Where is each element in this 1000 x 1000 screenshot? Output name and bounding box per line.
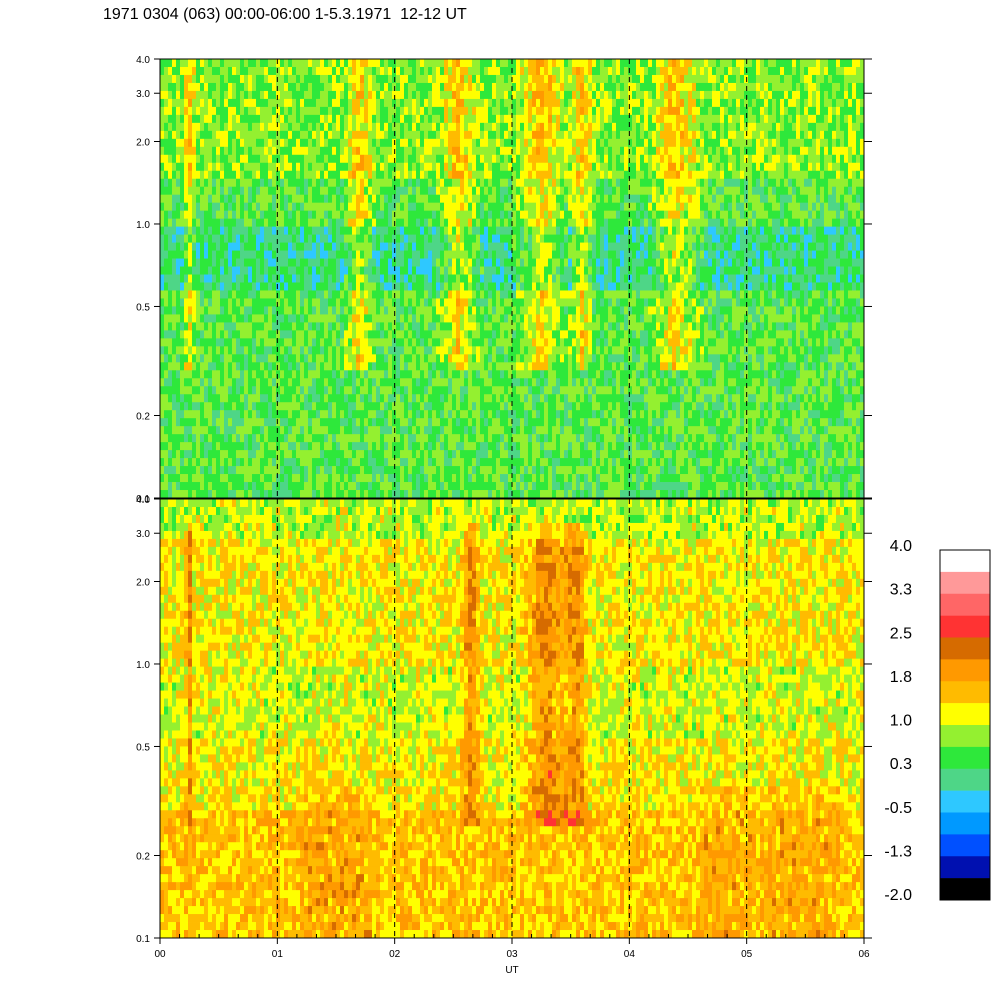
- colorbar-swatch: [940, 593, 990, 616]
- colorbar-frame: [939, 549, 991, 901]
- x-tick-label: 05: [741, 949, 753, 960]
- colorbar-swatch: [940, 681, 990, 704]
- colorbar-swatch: [940, 725, 990, 748]
- colorbar-label: 1.0: [890, 713, 912, 730]
- colorbar-label: 4.0: [890, 538, 912, 555]
- colorbar-label: 2.5: [890, 625, 912, 642]
- y-tick-label: 0.5: [136, 302, 150, 313]
- colorbar-swatch: [940, 768, 990, 791]
- colorbar-label: -2.0: [884, 887, 912, 904]
- colorbar-swatch: [940, 812, 990, 835]
- y-tick-label: 3.0: [136, 89, 150, 100]
- y-tick-label: 1.0: [136, 220, 150, 231]
- x-tick-label: 01: [272, 949, 284, 960]
- colorbar-swatch: [940, 834, 990, 857]
- colorbar-swatch: [940, 659, 990, 682]
- y-tick-label: 0.5: [136, 742, 150, 753]
- y-tick-label: 0.1: [136, 934, 150, 945]
- y-tick-label: 0.2: [136, 852, 150, 863]
- y-tick-label: 3.0: [136, 529, 150, 540]
- colorbar-swatch: [940, 856, 990, 879]
- colorbar-label: 1.8: [890, 669, 912, 686]
- colorbar-swatch: [940, 550, 990, 573]
- colorbar-swatch: [940, 878, 990, 901]
- colorbar-label: 3.3: [890, 582, 912, 599]
- x-tick-label: 04: [624, 949, 636, 960]
- x-tick-label: 02: [389, 949, 401, 960]
- colorbar-label: -1.3: [884, 843, 912, 860]
- x-tick-label: 00: [154, 949, 166, 960]
- x-axis-label: UT: [505, 965, 518, 976]
- x-tick-label: 06: [858, 949, 870, 960]
- lower-spectrogram: [160, 499, 865, 939]
- colorbar-label: 0.3: [890, 756, 912, 773]
- chart-title: 1971 0304 (063) 00:00-06:00 1-5.3.1971 1…: [103, 6, 467, 23]
- x-tick-label: 03: [506, 949, 518, 960]
- y-tick-label: 0.2: [136, 412, 150, 423]
- colorbar-swatch: [940, 615, 990, 638]
- y-tick-label: 1.0: [136, 660, 150, 671]
- colorbar-swatch: [940, 790, 990, 813]
- upper-spectrogram: [160, 59, 865, 499]
- y-tick-label: 0.1: [136, 494, 150, 505]
- colorbar-swatch: [940, 746, 990, 770]
- colorbar-swatch: [940, 571, 990, 595]
- y-tick-label: 2.0: [136, 577, 150, 588]
- colorbar-swatch: [940, 637, 990, 660]
- colorbar-swatch: [940, 703, 990, 726]
- colorbar-label: -0.5: [884, 800, 912, 817]
- y-tick-label: 4.0: [136, 55, 150, 66]
- y-tick-label: 4.0: [136, 495, 150, 506]
- y-tick-label: 2.0: [136, 137, 150, 148]
